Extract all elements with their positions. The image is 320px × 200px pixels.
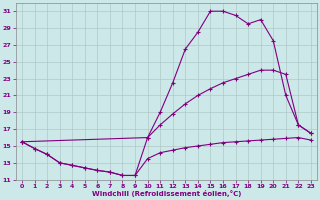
X-axis label: Windchill (Refroidissement éolien,°C): Windchill (Refroidissement éolien,°C) [92, 190, 241, 197]
